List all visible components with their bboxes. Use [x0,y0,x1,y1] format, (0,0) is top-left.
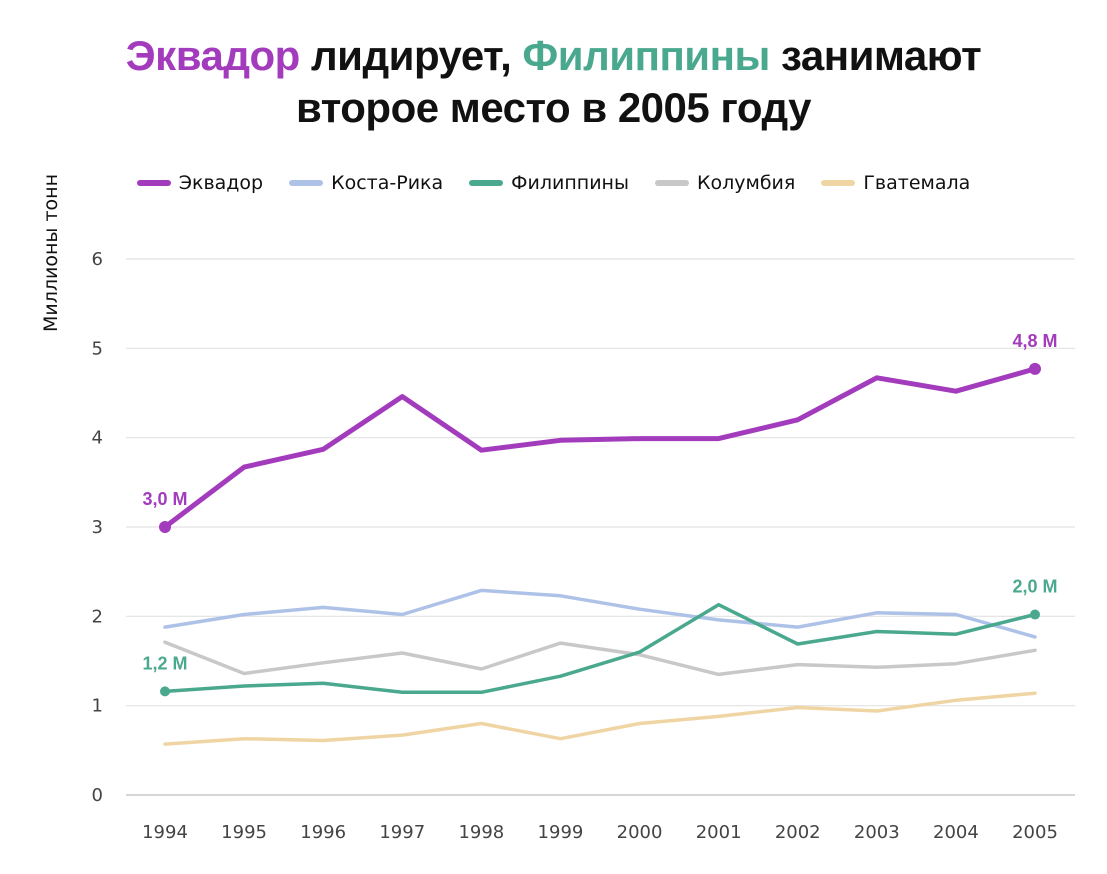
legend-item: Гватемала [821,172,970,194]
y-axis-ticks: 0 1 2 3 4 5 6 [92,249,103,806]
legend-label: Эквадор [178,172,264,194]
y-tick-label: 6 [92,249,103,270]
x-tick-label: 1999 [538,822,584,843]
x-tick-label: 2004 [933,822,979,843]
legend-item: Филиппины [469,172,629,194]
x-axis-ticks: 1994 1995 1996 1997 1998 1999 2000 2001 2002 2003… [142,822,1058,843]
legend-label: Колумбия [697,172,796,194]
x-tick-label: 2002 [775,822,821,843]
data-label: 1,2 M [142,653,187,673]
legend-swatch [289,180,324,186]
x-tick-label: 2001 [696,822,742,843]
series-line-3 [163,640,1037,677]
legend-label: Коста-Рика [331,172,444,194]
title-text-a: лидирует, [299,32,523,79]
series-lines [162,366,1038,746]
y-tick-label: 1 [92,696,103,717]
chart-legend: Эквадор Коста-Рика Филиппины Колумбия Гватем… [0,172,1107,194]
y-tick-label: 4 [92,428,103,449]
data-point-marker [1030,609,1040,620]
x-tick-label: 2005 [1012,822,1058,843]
x-tick-label: 2003 [854,822,900,843]
series-line-4 [163,691,1037,746]
grid-lines [126,258,1075,796]
y-tick-label: 3 [92,517,103,538]
data-point-marker [160,686,170,697]
legend-label: Гватемала [863,172,971,194]
x-tick-label: 2000 [617,822,663,843]
y-tick-label: 0 [92,785,103,806]
legend-swatch [136,180,171,186]
x-tick-label: 1994 [142,822,188,843]
legend-item: Коста-Рика [289,172,443,194]
chart-title: Эквадор лидирует, Филиппины занимают вто… [0,30,1107,134]
title-line-1: Эквадор лидирует, Филиппины занимают [0,30,1107,82]
title-highlight-philippines: Филиппины [522,32,770,79]
series-line-0 [162,366,1038,530]
x-tick-label: 1998 [458,822,504,843]
y-tick-label: 5 [92,338,103,359]
x-tick-label: 1995 [221,822,267,843]
legend-item: Эквадор [136,172,264,194]
title-line-2: второе место в 2005 году [295,84,812,131]
x-tick-label: 1996 [300,822,346,843]
title-text-b: занимают [769,32,982,79]
y-axis-label: Миллионы тонн [40,174,62,332]
series-line-1 [163,588,1037,639]
data-point-marker [1029,362,1041,375]
data-point-marker [159,521,171,533]
data-label: 2,0 M [1012,577,1057,597]
series-line-2 [163,602,1037,695]
legend-label: Филиппины [511,172,629,194]
legend-swatch [821,180,856,186]
legend-swatch [655,180,689,186]
legend-swatch [469,180,504,186]
y-tick-label: 2 [92,606,103,627]
legend-item: Колумбия [655,172,795,194]
data-annotations: 3,0 M 4,8 M 1,2 M 2,0 M [142,331,1058,697]
x-tick-label: 1997 [379,822,425,843]
data-label: 4,8 M [1012,331,1057,351]
data-label: 3,0 M [142,489,187,509]
title-highlight-ecuador: Эквадор [125,32,301,79]
